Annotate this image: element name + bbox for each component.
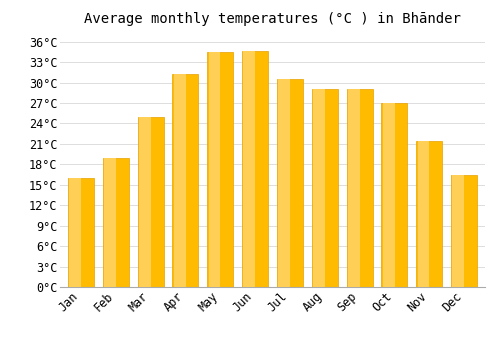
Bar: [242, 51, 268, 287]
Bar: [174, 75, 186, 287]
Bar: [278, 79, 290, 287]
Bar: [244, 51, 255, 287]
Bar: [139, 117, 150, 287]
Bar: [312, 89, 338, 287]
Bar: [70, 178, 81, 287]
Bar: [277, 79, 303, 287]
Bar: [138, 117, 164, 287]
Bar: [68, 178, 94, 287]
Bar: [313, 89, 325, 287]
Bar: [418, 140, 430, 287]
Bar: [383, 103, 394, 287]
Bar: [208, 52, 220, 287]
Bar: [348, 89, 360, 287]
Bar: [451, 175, 477, 287]
Bar: [346, 89, 372, 287]
Bar: [207, 52, 234, 287]
Bar: [172, 75, 199, 287]
Bar: [452, 175, 464, 287]
Bar: [102, 158, 129, 287]
Bar: [416, 140, 442, 287]
Bar: [104, 158, 116, 287]
Title: Average monthly temperatures (°C ) in Bhānder: Average monthly temperatures (°C ) in Bh…: [84, 12, 461, 26]
Bar: [382, 103, 407, 287]
